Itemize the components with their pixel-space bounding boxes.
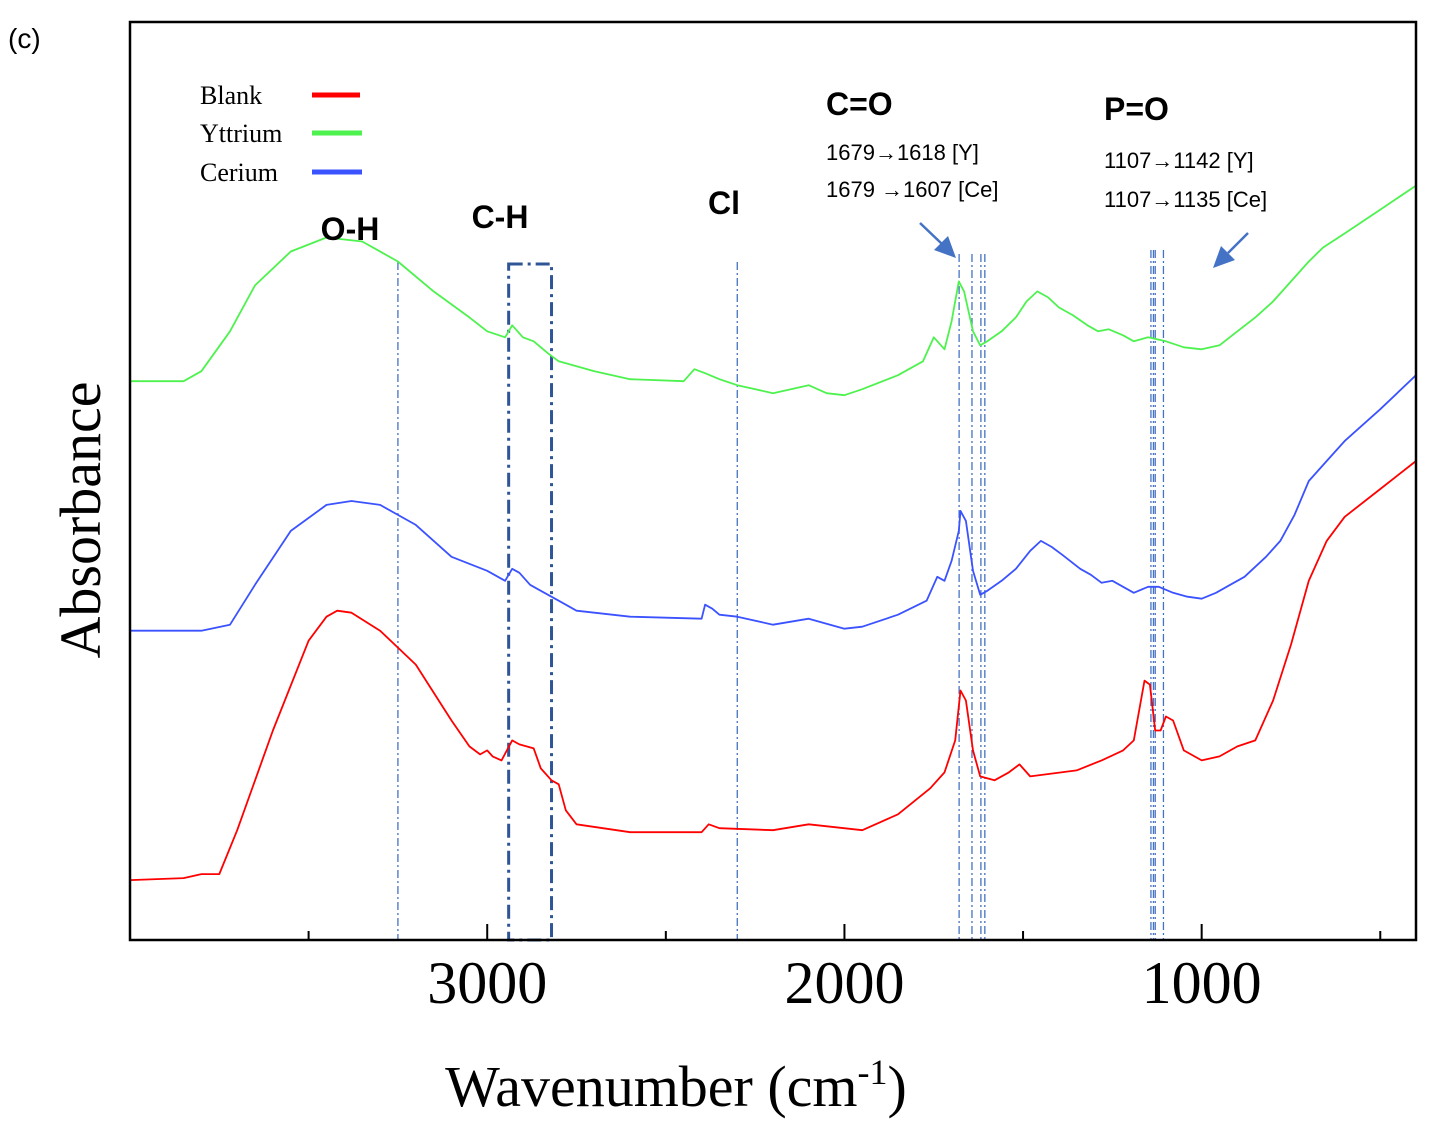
annotation-oh: O-H	[321, 211, 380, 247]
annotation-ch: C-H	[472, 199, 529, 235]
reference-lines	[397, 250, 1165, 942]
panel-label: (c)	[8, 23, 41, 54]
po-arrow-icon	[1213, 232, 1249, 268]
annotation-co: C=O	[826, 86, 893, 122]
annotation-po-shift-ce: 1107→1135 [Ce]	[1104, 187, 1267, 212]
x-axis-label: Wavenumber (cm-1)	[445, 1052, 907, 1119]
annotation-co-shift-ce: 1679 →1607 [Ce]	[826, 177, 998, 202]
x-tick-label: 1000	[1142, 950, 1262, 1016]
annotation-co-shift-y: 1679→1618 [Y]	[826, 140, 979, 165]
legend-label-cerium: Cerium	[200, 158, 278, 187]
ref-box-ch	[507, 262, 554, 942]
co-arrow-icon	[919, 222, 956, 258]
annotation-po-shift-y: 1107→1142 [Y]	[1104, 148, 1254, 173]
spectra-series	[129, 184, 1417, 881]
series-line-yttrium	[130, 184, 1417, 397]
plot-frame	[128, 20, 1418, 942]
series-line-cerium	[130, 374, 1417, 632]
legend: Blank Yttrium Cerium	[200, 81, 362, 187]
x-axis-ticks	[307, 924, 1382, 940]
series-line-blank	[129, 460, 1417, 881]
y-axis-label: Absorbance	[48, 381, 113, 658]
x-tick-label: 3000	[427, 950, 547, 1016]
legend-label-yttrium: Yttrium	[200, 119, 282, 148]
annotation-po: P=O	[1104, 91, 1169, 127]
x-axis-tick-labels: 3000 2000 1000	[427, 950, 1261, 1016]
legend-label-blank: Blank	[200, 81, 262, 110]
x-tick-label: 2000	[784, 950, 904, 1016]
annotation-cl: Cl	[708, 185, 740, 221]
